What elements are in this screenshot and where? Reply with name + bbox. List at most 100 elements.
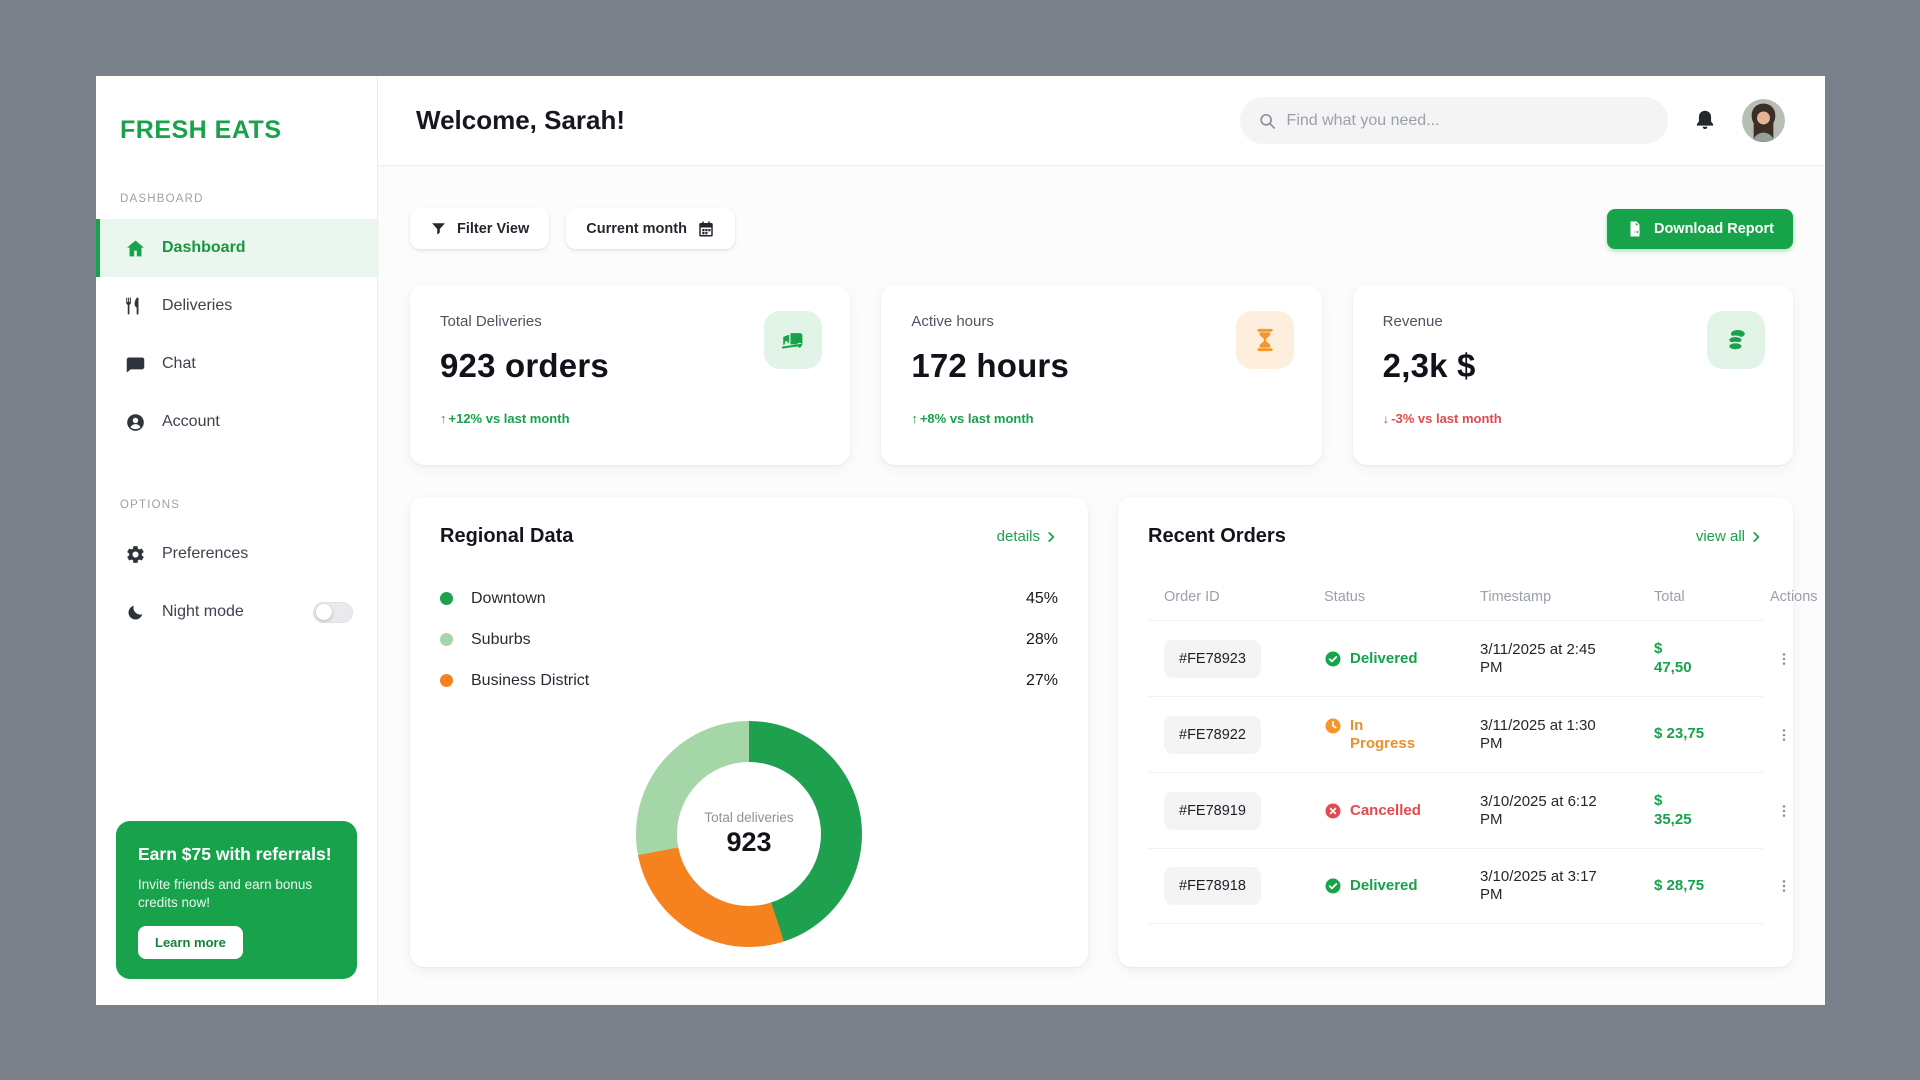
status-badge: Delivered — [1324, 650, 1456, 668]
stat-card-hours: Active hours 172 hours ↑ +8% vs last mont… — [881, 285, 1322, 465]
calendar-icon — [699, 221, 713, 236]
order-total: $ 23,75 — [1654, 725, 1705, 743]
donut-chart: Total deliveries 923 — [636, 721, 862, 947]
stat-delta: ↑ +8% vs last month — [911, 411, 1034, 426]
legend-percent: 27% — [1025, 671, 1058, 689]
stat-delta: ↑ +12% vs last month — [440, 411, 570, 426]
filter-icon — [432, 223, 445, 235]
order-total: $ 47,50 — [1654, 639, 1692, 676]
bottom-panels: Regional Data details Downtown 45% — [410, 497, 1818, 967]
order-timestamp: 3/11/2025 at 1:30 PM — [1480, 716, 1596, 752]
sidebar-item-label: Dashboard — [162, 239, 246, 256]
details-link[interactable]: details — [997, 528, 1058, 545]
sidebar-section-options: OPTIONS — [120, 499, 181, 511]
stat-value: 172 hours — [911, 347, 1070, 384]
col-order-id: Order ID — [1164, 589, 1220, 605]
stat-card-deliveries: Total Deliveries 923 orders ↑ +12% vs las… — [410, 285, 851, 465]
stat-card-revenue: Revenue 2,3k $ ↓ -3% vs last month — [1352, 285, 1793, 465]
sidebar-item-label: Account — [162, 413, 220, 430]
legend-label: Downtown — [471, 589, 546, 607]
home-icon — [124, 237, 146, 259]
app-window: FRESH EATS DASHBOARD Dashboard Deliverie… — [96, 76, 1825, 1005]
order-total: $ 35,25 — [1654, 791, 1692, 828]
table-row: #FE78919 Cancelled 3/10/2025 at 6:12 PM … — [1148, 772, 1786, 848]
deliveries-icon — [124, 295, 146, 317]
actions-icon[interactable] — [1770, 645, 1798, 673]
view-all-link[interactable]: view all — [1696, 528, 1763, 545]
chevron-right-icon — [1753, 531, 1760, 542]
legend-dot-green — [440, 592, 453, 605]
chevron-right-icon — [1048, 531, 1055, 542]
sidebar-item-dashboard[interactable]: Dashboard — [96, 219, 377, 277]
status-badge: Delivered — [1324, 877, 1456, 895]
order-timestamp: 3/10/2025 at 6:12 PM — [1480, 792, 1597, 828]
sidebar-item-preferences[interactable]: Preferences — [96, 525, 377, 583]
legend-percent: 28% — [1025, 630, 1058, 648]
cancelled-icon — [1325, 803, 1341, 818]
stat-label: Active hours — [911, 313, 994, 330]
regional-title: Regional Data — [440, 525, 574, 547]
donut-center: Total deliveries 923 — [677, 762, 821, 906]
search-input[interactable] — [1286, 111, 1650, 130]
donut-center-value: 923 — [726, 827, 772, 857]
referral-title: Earn $75 with referrals! — [138, 843, 332, 864]
deliveries-stat-icon — [764, 311, 823, 369]
details-label: details — [996, 528, 1040, 545]
legend-item-business-district: Business District 27% — [440, 660, 1058, 701]
sidebar-item-label: Night mode — [162, 603, 244, 620]
delivered-icon — [1325, 651, 1341, 666]
table-row: #FE78918 Delivered 3/10/2025 at 3:17 PM … — [1148, 848, 1786, 924]
actions-icon[interactable] — [1770, 721, 1798, 749]
trend-up-icon: ↑ — [911, 411, 918, 426]
view-all-label: view all — [1695, 528, 1745, 545]
night-mode-icon — [124, 601, 146, 623]
order-id-badge: #FE78923 — [1164, 639, 1261, 678]
night-mode-toggle[interactable] — [313, 601, 353, 623]
table-row: #FE78923 Delivered 3/11/2025 at 2:45 PM … — [1148, 620, 1786, 696]
chat-icon — [124, 353, 146, 375]
col-timestamp: Timestamp — [1480, 589, 1552, 605]
orders-title: Recent Orders — [1148, 525, 1286, 547]
orders-table: Order ID Status Timestamp Total Actions … — [1148, 574, 1818, 924]
actions-icon[interactable] — [1770, 872, 1798, 900]
order-id-badge: #FE78918 — [1164, 867, 1261, 905]
sidebar-item-deliveries[interactable]: Deliveries — [96, 277, 377, 335]
period-select-button[interactable]: Current month — [566, 208, 735, 249]
stat-value: 2,3k $ — [1382, 347, 1476, 384]
col-total: Total — [1654, 589, 1685, 605]
user-avatar[interactable] — [1742, 99, 1785, 142]
search-icon — [1260, 113, 1276, 129]
trend-up-icon: ↑ — [440, 411, 447, 426]
page-title: Welcome, Sarah! — [416, 105, 626, 135]
referral-card: Earn $75 with referrals! Invite friends … — [116, 820, 357, 979]
download-report-button[interactable]: Download Report — [1606, 208, 1793, 249]
top-bar: Welcome, Sarah! — [378, 76, 1825, 166]
col-status: Status — [1324, 589, 1366, 605]
dashboard-content: Filter View Current month Download Repor… — [378, 166, 1825, 1005]
notifications-icon[interactable] — [1692, 108, 1718, 134]
search-bar[interactable] — [1240, 97, 1668, 144]
donut-center-label: Total deliveries — [704, 810, 794, 825]
sidebar-section-dashboard: DASHBOARD — [120, 193, 204, 205]
sidebar-item-label: Preferences — [162, 545, 249, 562]
learn-more-button[interactable]: Learn more — [138, 926, 243, 959]
col-actions: Actions — [1770, 589, 1818, 605]
app-logo: FRESH EATS — [120, 116, 282, 144]
filter-view-button[interactable]: Filter View — [410, 208, 550, 249]
legend-item-suburbs: Suburbs 28% — [440, 619, 1058, 660]
orders-table-header: Order ID Status Timestamp Total Actions — [1148, 574, 1818, 620]
in-progress-icon — [1325, 718, 1341, 734]
toolbar: Filter View Current month Download Repor… — [410, 208, 1793, 249]
order-timestamp: 3/11/2025 at 2:45 PM — [1480, 640, 1596, 676]
sidebar: FRESH EATS DASHBOARD Dashboard Deliverie… — [96, 76, 378, 1005]
hours-stat-icon — [1235, 311, 1294, 369]
sidebar-item-account[interactable]: Account — [96, 393, 377, 451]
top-bar-right — [1240, 97, 1785, 144]
delivered-icon — [1325, 878, 1341, 894]
recent-orders-card: Recent Orders view all Order ID Status T… — [1118, 497, 1818, 967]
actions-icon[interactable] — [1770, 797, 1798, 825]
sidebar-item-chat[interactable]: Chat — [96, 335, 377, 393]
account-icon — [124, 411, 146, 433]
referral-body: Invite friends and earn bonus credits no… — [138, 876, 313, 910]
stat-delta: ↓ -3% vs last month — [1382, 411, 1502, 426]
